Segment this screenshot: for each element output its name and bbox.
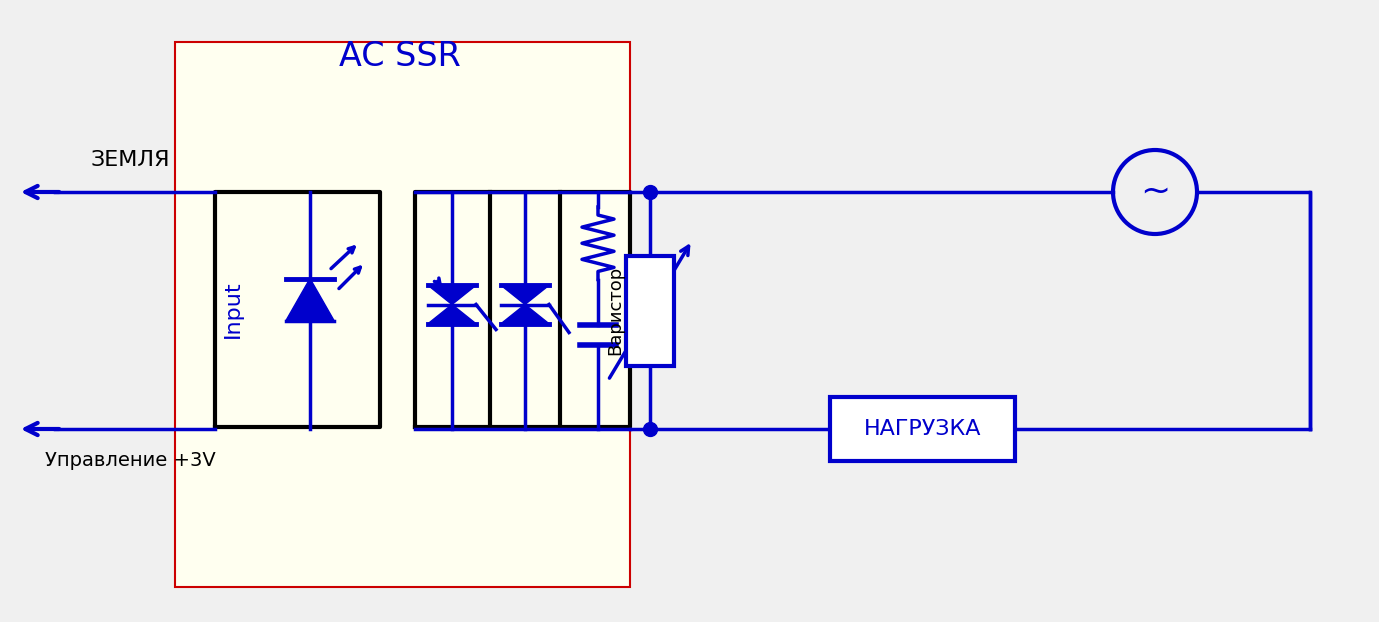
Polygon shape	[501, 285, 549, 305]
Bar	[175, 42, 630, 587]
Polygon shape	[427, 305, 476, 323]
Polygon shape	[501, 305, 549, 323]
Text: ЗЕМЛЯ: ЗЕМЛЯ	[90, 150, 170, 170]
Text: Управление +3V: Управление +3V	[44, 451, 215, 470]
Text: ~: ~	[1140, 175, 1171, 209]
Bar	[626, 256, 674, 366]
Polygon shape	[427, 285, 476, 305]
Bar	[830, 397, 1015, 461]
Text: НАГРУЗКА: НАГРУЗКА	[863, 419, 982, 439]
Text: Варистор: Варистор	[605, 266, 625, 355]
Polygon shape	[285, 279, 334, 320]
Text: AC SSR: AC SSR	[339, 40, 461, 73]
Text: Input: Input	[223, 281, 243, 338]
